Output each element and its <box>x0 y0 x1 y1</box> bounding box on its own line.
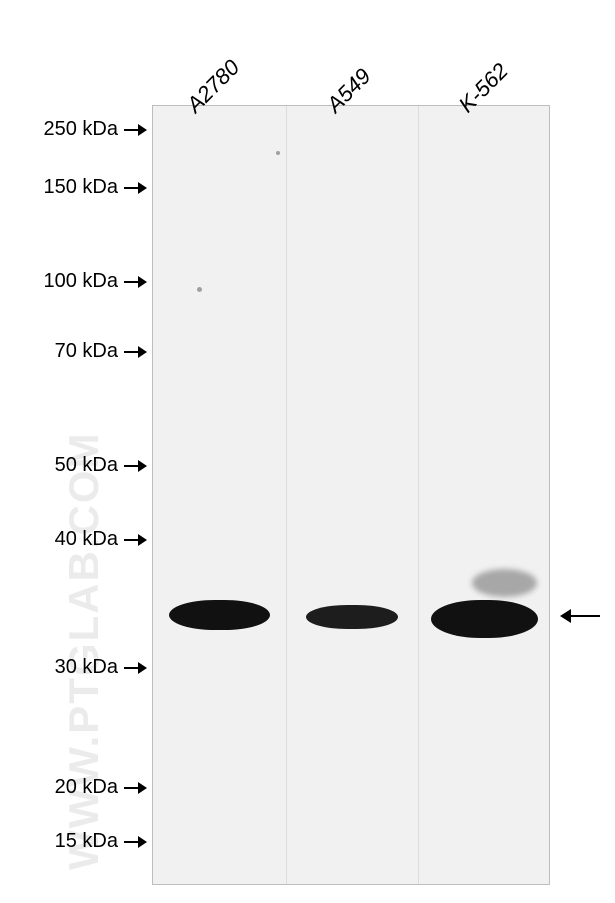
mw-marker-label: 20 kDa <box>55 776 118 799</box>
mw-marker-arrow-icon <box>124 534 147 546</box>
blot-membrane <box>152 105 550 885</box>
protein-band <box>169 600 269 630</box>
mw-marker-label: 100 kDa <box>44 270 119 293</box>
blot-speck <box>197 287 202 292</box>
mw-marker-label: 70 kDa <box>55 340 118 363</box>
western-blot-figure: WWW.PTGLAB.COM A2780A549K-562250 kDa150 … <box>0 0 615 903</box>
mw-marker-label: 40 kDa <box>55 528 118 551</box>
blot-speck <box>276 151 280 155</box>
mw-marker-label: 30 kDa <box>55 656 118 679</box>
mw-marker-arrow-icon <box>124 182 147 194</box>
mw-marker-label: 50 kDa <box>55 454 118 477</box>
watermark-text: WWW.PTGLAB.COM <box>60 431 108 870</box>
arrow-shaft <box>571 615 600 617</box>
protein-band <box>306 605 397 629</box>
mw-marker-arrow-icon <box>124 124 147 136</box>
mw-marker-arrow-icon <box>124 346 147 358</box>
mw-marker-arrow-icon <box>124 460 147 472</box>
band-smear <box>472 569 536 597</box>
mw-marker-arrow-icon <box>124 782 147 794</box>
arrow-head-icon <box>560 609 571 623</box>
protein-band <box>431 600 538 638</box>
mw-marker-label: 250 kDa <box>44 118 119 141</box>
mw-marker-label: 15 kDa <box>55 830 118 853</box>
lane-divider <box>286 106 287 884</box>
mw-marker-arrow-icon <box>124 662 147 674</box>
mw-marker-arrow-icon <box>124 276 147 288</box>
mw-marker-arrow-icon <box>124 836 147 848</box>
band-indicator-arrow <box>560 609 600 623</box>
lane-divider <box>418 106 419 884</box>
mw-marker-label: 150 kDa <box>44 176 119 199</box>
